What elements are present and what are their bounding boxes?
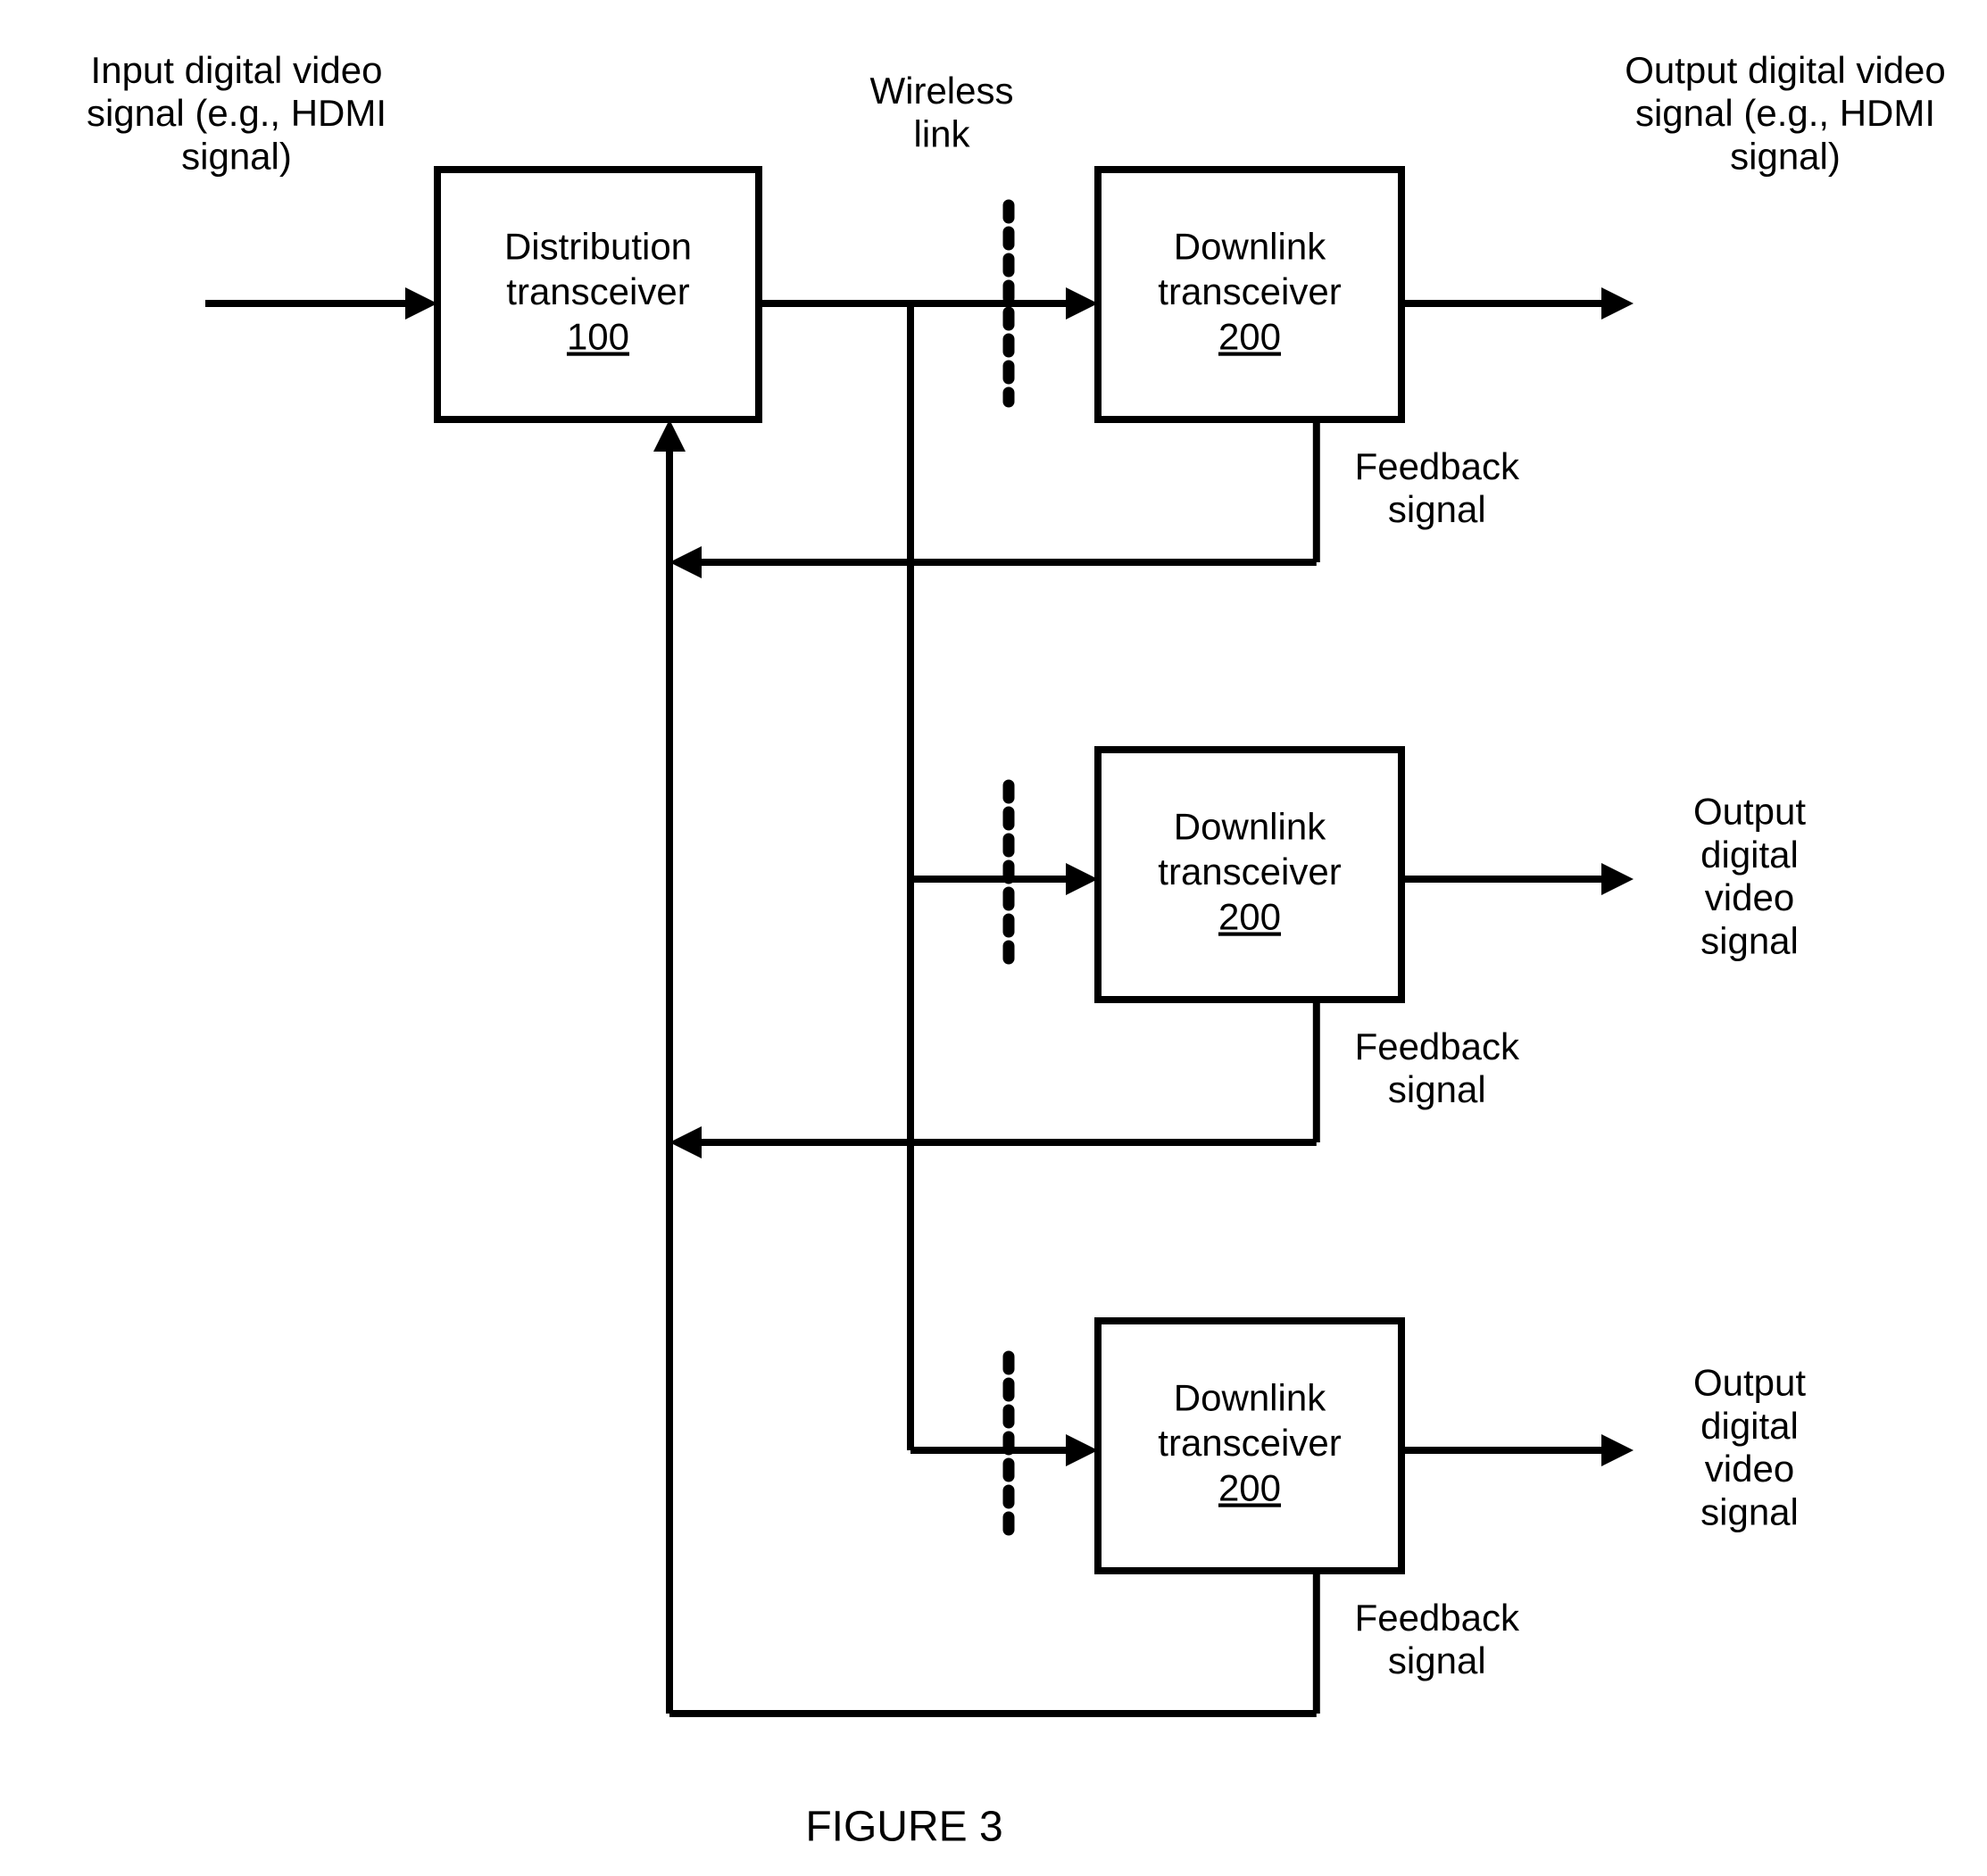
output3-label-l1: Output: [1693, 1362, 1806, 1404]
feedback-3-label-l2: signal: [1388, 1639, 1486, 1681]
output1-label-l2: signal (e.g., HDMI: [1635, 92, 1935, 134]
downlink-transceiver-box-1-label1: Downlink: [1174, 226, 1326, 268]
feedback-2-label-l1: Feedback: [1355, 1025, 1520, 1067]
input-label-l2: signal (e.g., HDMI: [87, 92, 387, 134]
output1-label-l3: signal): [1730, 135, 1841, 177]
distribution-transceiver-box-ref: 100: [567, 315, 629, 357]
downlink-transceiver-box-2-label2: transceiver: [1158, 851, 1341, 892]
distribution-transceiver-box-label2: transceiver: [506, 270, 689, 312]
output2-label-l4: signal: [1700, 920, 1799, 962]
feedback-1-label-l1: Feedback: [1355, 445, 1520, 487]
distribution-transceiver-box-label1: Distribution: [504, 226, 692, 268]
input-label-l1: Input digital video: [91, 49, 383, 91]
feedback-3-label-l1: Feedback: [1355, 1597, 1520, 1639]
output2-label-l1: Output: [1693, 791, 1806, 833]
downlink-transceiver-box-2-ref: 200: [1218, 895, 1281, 937]
downlink-transceiver-box-3-label2: transceiver: [1158, 1422, 1341, 1464]
downlink-transceiver-box-1-label2: transceiver: [1158, 270, 1341, 312]
wireless-label-l2: link: [913, 112, 970, 154]
feedback-1-label-l2: signal: [1388, 488, 1486, 530]
wireless-label-l1: Wireless: [869, 70, 1013, 112]
output1-label-l1: Output digital video: [1625, 49, 1946, 91]
downlink-transceiver-box-1-ref: 200: [1218, 315, 1281, 357]
output2-label-l3: video: [1705, 876, 1794, 918]
figure-diagram: Distributiontransceiver100Downlinktransc…: [0, 0, 1987, 1876]
input-label-l3: signal): [181, 135, 292, 177]
downlink-transceiver-box-3-ref: 200: [1218, 1466, 1281, 1508]
output3-label-l4: signal: [1700, 1491, 1799, 1533]
downlink-transceiver-box-3-label1: Downlink: [1174, 1377, 1326, 1419]
output3-label-l3: video: [1705, 1448, 1794, 1490]
feedback-2-label-l2: signal: [1388, 1068, 1486, 1110]
downlink-transceiver-box-2-label1: Downlink: [1174, 806, 1326, 848]
output2-label-l2: digital: [1700, 834, 1799, 876]
output3-label-l2: digital: [1700, 1405, 1799, 1447]
figure-caption: FIGURE 3: [805, 1804, 1002, 1851]
